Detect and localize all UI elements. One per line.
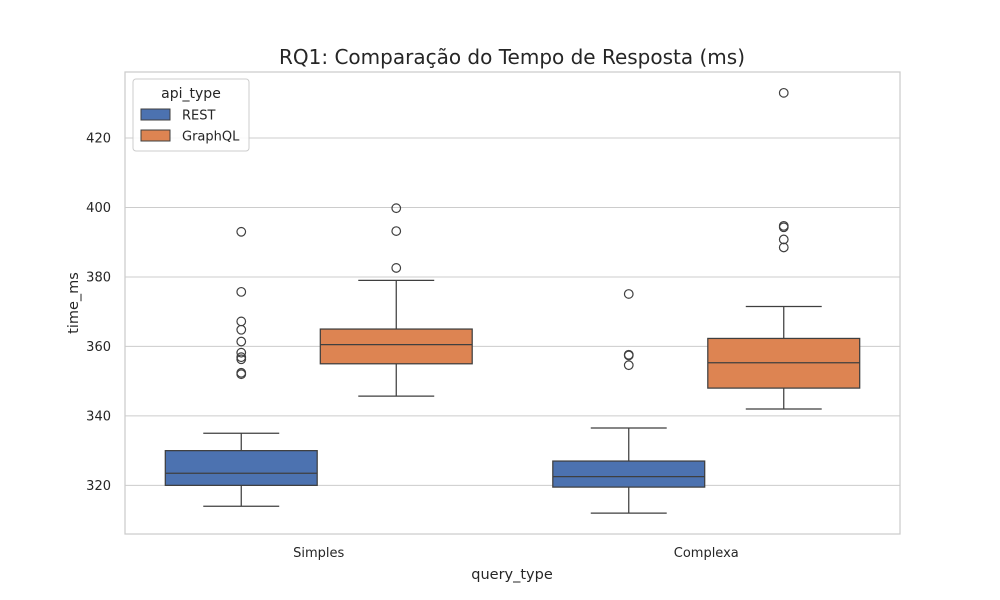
- y-axis-label: time_ms: [66, 272, 82, 334]
- y-tick-label: 340: [86, 409, 111, 424]
- outlier-point: [778, 222, 789, 233]
- legend-label-graphql: GraphQL: [182, 130, 240, 145]
- boxes: [164, 87, 861, 514]
- outlier-point: [236, 336, 247, 347]
- outlier-point: [236, 354, 247, 365]
- legend-items: REST GraphQL: [140, 108, 240, 145]
- outlier-point: [236, 347, 247, 358]
- x-tick-label: Simples: [293, 546, 344, 561]
- chart-title: RQ1: Comparação do Tempo de Resposta (ms…: [279, 45, 745, 69]
- x-tick-label: Complexa: [674, 546, 739, 561]
- outlier-point: [391, 263, 402, 273]
- legend: api_type REST GraphQL: [132, 78, 250, 152]
- box-iqr: [164, 450, 318, 486]
- outlier-point: [623, 350, 634, 361]
- box-rest-complexa: [552, 289, 706, 514]
- y-tick-label: 420: [86, 132, 111, 147]
- x-tick-labels: Simples Complexa: [293, 546, 739, 561]
- box-iqr: [552, 460, 706, 488]
- outlier-point: [623, 360, 634, 371]
- outlier-point: [391, 226, 402, 236]
- y-tick-label: 380: [86, 270, 111, 285]
- box-iqr: [319, 328, 473, 365]
- box-graphql-simples: [319, 203, 473, 397]
- box-rest-simples: [164, 226, 318, 507]
- legend-title: api_type: [161, 86, 221, 102]
- outlier-point: [236, 226, 247, 237]
- plot-frame: [124, 71, 901, 535]
- legend-swatch-rest: [140, 108, 171, 121]
- x-axis-label: query_type: [471, 567, 553, 583]
- outlier-point: [778, 242, 789, 253]
- y-tick-label: 320: [86, 479, 111, 494]
- outlier-point: [778, 87, 789, 98]
- outlier-point: [391, 203, 402, 214]
- y-tick-labels: 320 340 360 380 400 420: [86, 132, 111, 494]
- y-tick-label: 400: [86, 201, 111, 216]
- outlier-point: [778, 234, 789, 245]
- legend-swatch-graphql: [140, 129, 171, 142]
- legend-label-rest: REST: [182, 109, 215, 124]
- outlier-point: [236, 324, 247, 335]
- outlier-point: [236, 286, 247, 297]
- outlier-point: [236, 369, 247, 380]
- outlier-point: [623, 289, 634, 299]
- box-graphql-complexa: [707, 87, 861, 410]
- y-tick-label: 360: [86, 340, 111, 355]
